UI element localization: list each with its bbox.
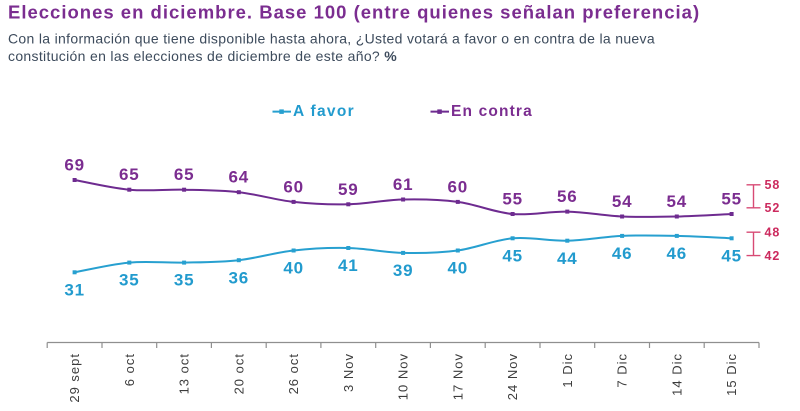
svg-text:65: 65: [119, 165, 140, 184]
svg-text:10 Nov: 10 Nov: [396, 353, 411, 400]
svg-text:52: 52: [765, 201, 781, 215]
svg-text:26 oct: 26 oct: [286, 353, 301, 394]
svg-text:7 Dic: 7 Dic: [615, 353, 630, 388]
svg-text:36: 36: [229, 268, 250, 287]
svg-text:Con la información que tiene d: Con la información que tiene disponible …: [8, 31, 655, 47]
svg-text:En contra: En contra: [451, 103, 533, 120]
svg-text:14 Dic: 14 Dic: [669, 353, 684, 396]
svg-text:58: 58: [765, 178, 781, 192]
svg-text:35: 35: [119, 271, 140, 290]
svg-text:54: 54: [667, 192, 688, 211]
svg-text:69: 69: [64, 156, 85, 175]
svg-text:60: 60: [448, 177, 469, 196]
svg-text:46: 46: [612, 244, 633, 263]
svg-text:45: 45: [721, 246, 742, 265]
svg-text:61: 61: [393, 175, 414, 194]
svg-text:1 Dic: 1 Dic: [560, 353, 575, 388]
svg-text:40: 40: [283, 259, 304, 278]
svg-text:65: 65: [174, 165, 195, 184]
svg-text:35: 35: [174, 271, 195, 290]
svg-text:45: 45: [502, 246, 523, 265]
svg-text:6 oct: 6 oct: [122, 353, 137, 386]
svg-text:64: 64: [229, 168, 250, 187]
svg-text:15 Dic: 15 Dic: [724, 353, 739, 396]
svg-text:A favor: A favor: [293, 103, 355, 120]
svg-text:20 oct: 20 oct: [231, 353, 246, 394]
svg-text:59: 59: [338, 180, 359, 199]
svg-text:46: 46: [667, 244, 688, 263]
svg-text:40: 40: [448, 259, 469, 278]
svg-text:41: 41: [338, 256, 359, 275]
svg-text:48: 48: [765, 226, 781, 240]
svg-text:54: 54: [612, 192, 633, 211]
svg-text:31: 31: [64, 280, 85, 299]
svg-text:44: 44: [557, 249, 578, 268]
svg-text:56: 56: [557, 187, 578, 206]
svg-text:13 oct: 13 oct: [177, 353, 192, 394]
svg-text:constitución en las elecciones: constitución en las elecciones de diciem…: [8, 48, 397, 64]
svg-text:60: 60: [283, 177, 304, 196]
svg-text:42: 42: [765, 249, 781, 263]
svg-text:55: 55: [721, 190, 742, 209]
svg-text:55: 55: [502, 190, 523, 209]
svg-text:Elecciones en diciembre. Base: Elecciones en diciembre. Base 100 (entre…: [8, 2, 700, 23]
svg-text:24 Nov: 24 Nov: [505, 353, 520, 400]
svg-text:29 sept: 29 sept: [67, 353, 82, 403]
svg-text:17 Nov: 17 Nov: [450, 353, 465, 400]
svg-text:39: 39: [393, 261, 414, 280]
svg-text:3 Nov: 3 Nov: [341, 353, 356, 392]
